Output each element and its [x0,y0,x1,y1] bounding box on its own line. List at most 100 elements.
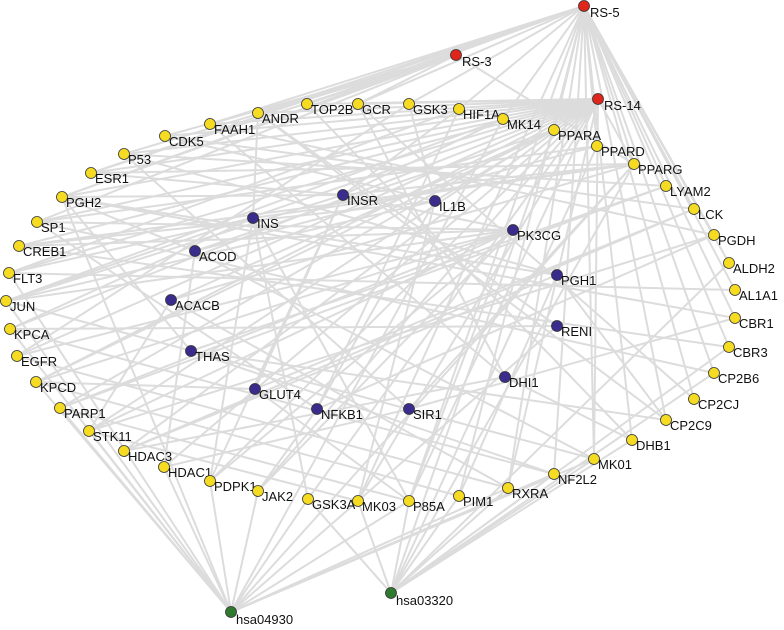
node-marker-reni[interactable] [551,320,563,332]
node-marker-hdac1[interactable] [158,461,170,473]
node-marker-mk03[interactable] [352,495,364,507]
node-mk14[interactable]: MK14 [497,113,541,133]
node-marker-hdac3[interactable] [118,445,130,457]
node-marker-rs-5[interactable] [578,0,590,12]
node-marker-pk3cg[interactable] [507,224,519,236]
node-nfkb1[interactable]: NFKB1 [311,403,363,423]
node-marker-egfr[interactable] [11,350,23,362]
node-marker-aldh2[interactable] [723,257,735,269]
node-marker-rs-3[interactable] [450,49,462,61]
node-acacb[interactable]: ACACB [165,294,220,314]
node-marker-mk01[interactable] [588,453,600,465]
node-marker-parp1[interactable] [54,402,66,414]
node-hdac1[interactable]: HDAC1 [158,461,213,481]
node-marker-stk11[interactable] [83,425,95,437]
node-marker-andr[interactable] [252,107,264,119]
node-marker-sp1[interactable] [31,216,43,228]
node-andr[interactable]: ANDR [252,107,299,127]
node-mk01[interactable]: MK01 [588,453,632,473]
node-marker-acacb[interactable] [165,294,177,306]
node-marker-jun[interactable] [0,295,12,307]
node-marker-lyam2[interactable] [660,180,672,192]
node-marker-hsa04930[interactable] [225,606,237,618]
node-marker-al1a1[interactable] [729,284,741,296]
node-cp2c9[interactable]: CP2C9 [660,414,712,434]
node-marker-ppara[interactable] [548,124,560,136]
node-hsa04930[interactable]: hsa04930 [225,606,294,627]
node-p85a[interactable]: P85A [403,495,446,515]
node-marker-pgdh[interactable] [708,229,720,241]
node-gcr[interactable]: GCR [352,98,391,118]
node-marker-top2b[interactable] [301,98,313,110]
node-cp2b6[interactable]: CP2B6 [708,367,760,387]
node-marker-cbr3[interactable] [723,341,735,353]
node-marker-glut4[interactable] [249,383,261,395]
node-marker-esr1[interactable] [85,167,97,179]
node-top2b[interactable]: TOP2B [301,98,354,118]
node-marker-ins[interactable] [247,212,259,224]
node-jun[interactable]: JUN [0,295,36,315]
node-acod[interactable]: ACOD [189,245,237,265]
node-p53[interactable]: P53 [118,148,152,168]
node-marker-rs-14[interactable] [592,93,604,105]
node-rs-3[interactable]: RS-3 [450,49,492,70]
node-cbr1[interactable]: CBR1 [729,312,774,332]
node-glut4[interactable]: GLUT4 [249,383,301,403]
node-marker-pparg[interactable] [628,158,640,170]
node-marker-pgh1[interactable] [551,269,563,281]
node-marker-pdpk1[interactable] [204,475,216,487]
node-marker-creb1[interactable] [13,240,25,252]
node-lck[interactable]: LCK [688,203,724,223]
node-jak2[interactable]: JAK2 [252,485,294,505]
node-pgh2[interactable]: PGH2 [56,191,102,211]
node-pdpk1[interactable]: PDPK1 [204,475,257,495]
node-pim1[interactable]: PIM1 [453,490,494,510]
node-creb1[interactable]: CREB1 [13,240,67,260]
node-marker-il1b[interactable] [429,195,441,207]
node-insr[interactable]: INSR [337,189,379,209]
node-marker-kpcd[interactable] [30,376,42,388]
node-cp2cj[interactable]: CP2CJ [688,393,740,413]
node-marker-cp2b6[interactable] [708,367,720,379]
node-reni[interactable]: RENI [551,320,593,340]
node-marker-kpca[interactable] [4,323,16,335]
node-marker-thas[interactable] [185,345,197,357]
node-cbr3[interactable]: CBR3 [723,341,768,361]
node-pgdh[interactable]: PGDH [708,229,756,249]
node-marker-nfkb1[interactable] [311,403,323,415]
node-marker-sir1[interactable] [403,403,415,415]
node-marker-gcr[interactable] [352,98,364,110]
node-hsa03320[interactable]: hsa03320 [385,587,454,609]
node-marker-gsk3a[interactable] [302,493,314,505]
node-hif1a[interactable]: HIF1A [453,103,501,123]
node-parp1[interactable]: PARP1 [54,402,106,422]
node-rs-5[interactable]: RS-5 [578,0,620,21]
node-marker-mk14[interactable] [497,113,509,125]
node-aldh2[interactable]: ALDH2 [723,257,775,277]
node-thas[interactable]: THAS [185,345,231,365]
node-dhb1[interactable]: DHB1 [626,434,671,454]
node-rs-14[interactable]: RS-14 [592,93,641,114]
node-cdk5[interactable]: CDK5 [159,130,204,150]
node-kpcd[interactable]: KPCD [30,376,77,396]
node-marker-nf2l2[interactable] [548,468,560,480]
node-marker-cp2cj[interactable] [688,393,700,405]
node-ins[interactable]: INS [247,212,280,232]
node-dhi1[interactable]: DHI1 [499,371,539,391]
node-pparg[interactable]: PPARG [628,158,683,178]
node-hdac3[interactable]: HDAC3 [118,445,173,465]
node-marker-flt3[interactable] [3,267,15,279]
node-kpca[interactable]: KPCA [4,323,50,343]
node-al1a1[interactable]: AL1A1 [729,284,779,304]
node-marker-p53[interactable] [118,148,130,160]
node-flt3[interactable]: FLT3 [3,267,43,287]
node-marker-cp2c9[interactable] [660,414,672,426]
node-marker-acod[interactable] [189,245,201,257]
node-gsk3[interactable]: GSK3 [403,98,448,118]
node-marker-rxra[interactable] [502,482,514,494]
node-marker-gsk3[interactable] [403,98,415,110]
node-gsk3a[interactable]: GSK3A [302,493,356,513]
node-sp1[interactable]: SP1 [31,216,66,236]
node-pgh1[interactable]: PGH1 [551,269,597,289]
node-marker-faah1[interactable] [204,118,216,130]
